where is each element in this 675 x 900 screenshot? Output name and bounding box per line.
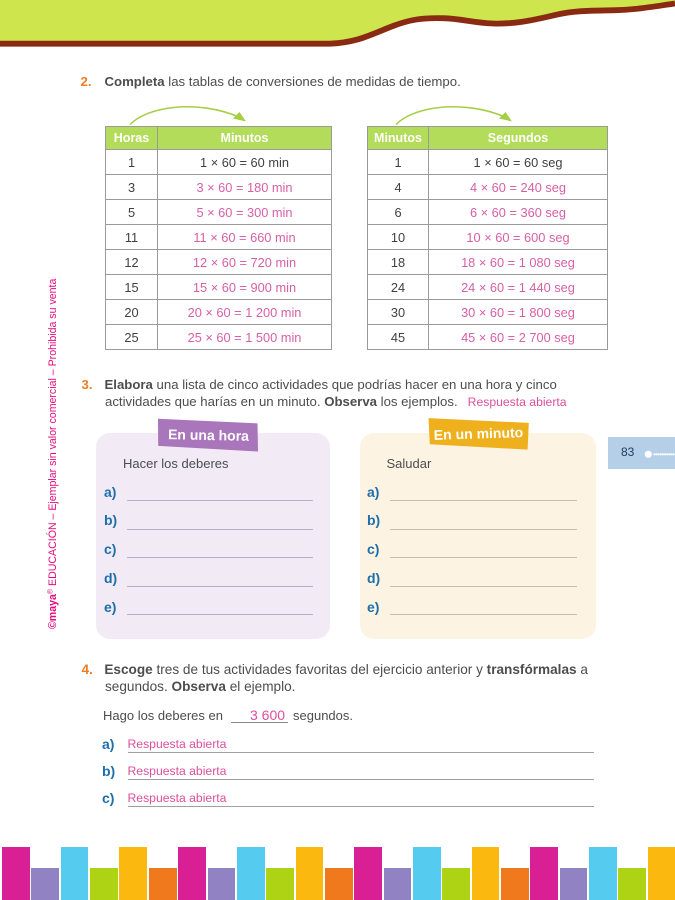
svg-text:En una hora: En una hora	[168, 426, 249, 444]
svg-text:En un minuto: En un minuto	[434, 424, 524, 443]
